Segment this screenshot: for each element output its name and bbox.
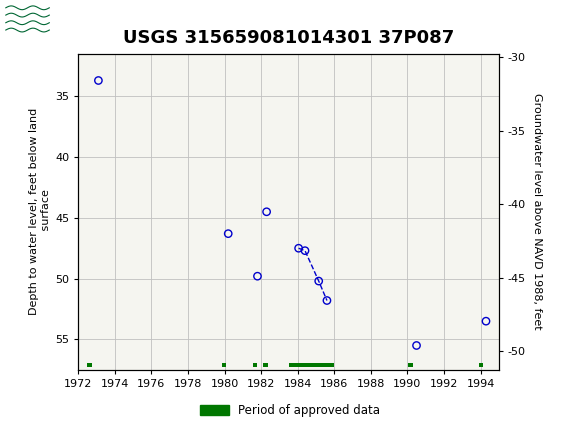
Point — [412, 342, 421, 349]
Bar — [222, 362, 226, 367]
Legend: Period of approved data: Period of approved data — [195, 399, 385, 422]
Text: USGS: USGS — [56, 10, 107, 28]
Y-axis label: Groundwater level above NAVD 1988, feet: Groundwater level above NAVD 1988, feet — [531, 93, 542, 330]
Point — [94, 77, 103, 84]
Bar — [86, 362, 92, 367]
Bar — [253, 362, 258, 367]
Point — [322, 297, 332, 304]
Point — [262, 208, 271, 215]
Bar — [6, 3, 49, 35]
Bar — [478, 362, 483, 367]
Point — [294, 245, 303, 252]
Point — [253, 273, 262, 280]
Title: USGS 315659081014301 37P087: USGS 315659081014301 37P087 — [123, 29, 454, 46]
Point — [300, 247, 310, 254]
Y-axis label: Depth to water level, feet below land
 surface: Depth to water level, feet below land su… — [30, 108, 51, 315]
Bar — [408, 362, 413, 367]
Point — [223, 230, 233, 237]
Point — [481, 318, 491, 325]
Bar — [263, 362, 267, 367]
Bar — [288, 362, 334, 367]
Point — [314, 278, 324, 285]
